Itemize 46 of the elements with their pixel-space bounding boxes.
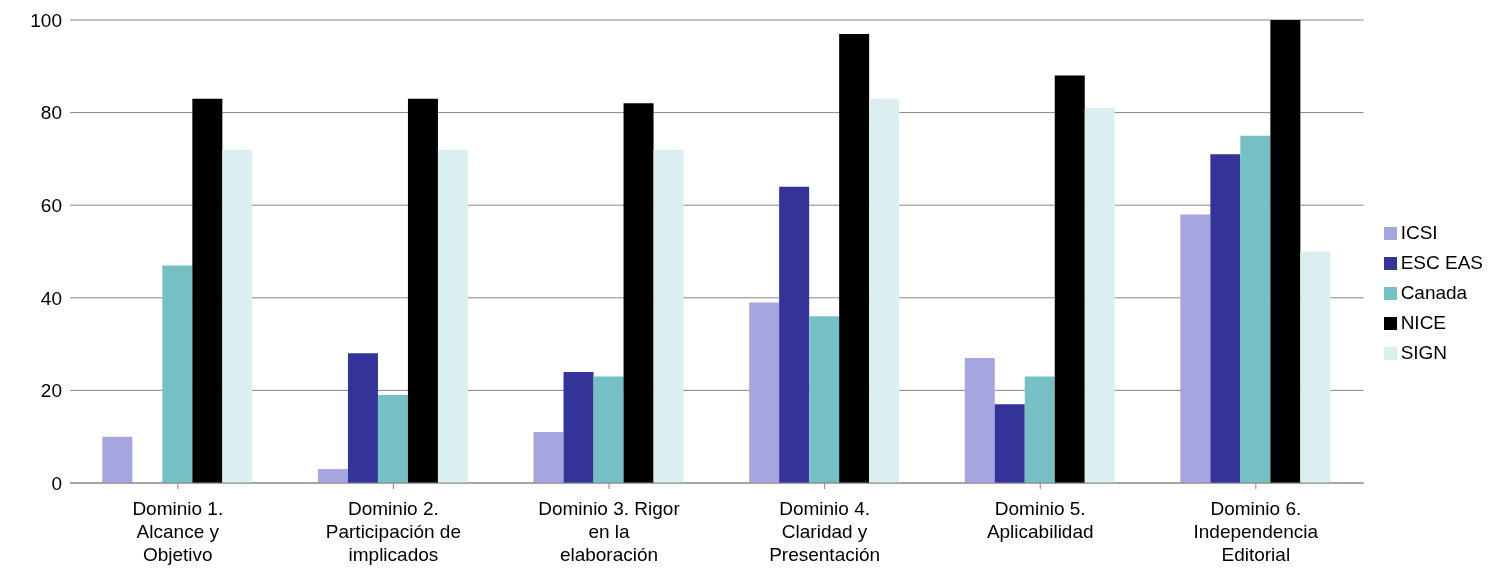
bar (1180, 214, 1211, 483)
bar (437, 149, 468, 483)
bar (994, 404, 1025, 483)
bar (623, 103, 654, 483)
bar (1024, 376, 1055, 483)
legend-label: Canada (1400, 282, 1468, 303)
bar (317, 469, 348, 483)
bar (192, 98, 223, 483)
bar (779, 186, 810, 483)
bar (1054, 75, 1085, 483)
bar (593, 376, 624, 483)
bar (869, 98, 900, 483)
bar (809, 316, 840, 483)
bar (222, 149, 253, 483)
legend-label: ICSI (1400, 222, 1438, 243)
bar (1300, 251, 1331, 483)
y-tick-label: 20 (40, 380, 62, 402)
x-tick-label: Dominio 5. Aplicabilidad (986, 498, 1094, 542)
legend-label: SIGN (1400, 342, 1448, 363)
y-tick-label: 40 (40, 287, 62, 309)
bar (964, 357, 995, 483)
bar (377, 395, 408, 483)
bar (407, 98, 438, 483)
bar (102, 436, 133, 483)
x-tick-label: Dominio 3. Rigor en la elaboración (538, 498, 681, 565)
y-tick-label: 60 (40, 194, 62, 216)
bar (1084, 107, 1115, 483)
legend-label: NICE (1400, 312, 1447, 333)
bar (347, 353, 378, 483)
bar (749, 302, 780, 483)
bar (1270, 20, 1301, 483)
x-tick-label: Dominio 4. Claridad y Presentación (769, 498, 881, 565)
y-tick-label: 0 (51, 472, 62, 494)
bar (162, 265, 193, 483)
bar (533, 432, 564, 483)
bar (1210, 154, 1241, 483)
legend-label: ESC EAS (1400, 252, 1483, 273)
x-tick-label: Dominio 1. Alcance y Objetivo (132, 498, 224, 565)
bar (839, 33, 870, 483)
bar (563, 371, 594, 483)
bar (1240, 135, 1271, 483)
y-tick-label: 80 (40, 102, 62, 124)
y-tick-label: 100 (30, 9, 62, 31)
x-tick-label: Dominio 6. Independencia Editorial (1193, 498, 1319, 565)
bar (653, 149, 684, 483)
x-tick-label: Dominio 2. Participación de implicados (325, 498, 462, 565)
